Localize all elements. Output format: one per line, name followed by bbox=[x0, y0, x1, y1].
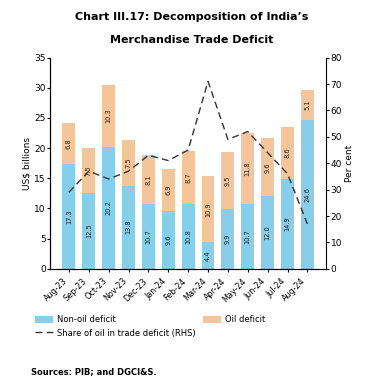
Share of oil in trade deficit (RHS) bbox=[106, 177, 111, 181]
Legend: Non-oil deficit, Share of oil in trade deficit (RHS), Oil deficit: Non-oil deficit, Share of oil in trade d… bbox=[35, 315, 265, 338]
Text: 17.3: 17.3 bbox=[66, 209, 72, 224]
Bar bbox=[162, 211, 175, 269]
Bar bbox=[301, 89, 314, 120]
Text: Chart III.17: Decomposition of India’s: Chart III.17: Decomposition of India’s bbox=[75, 12, 309, 22]
Text: Sources: PIB; and DGCI&S.: Sources: PIB; and DGCI&S. bbox=[31, 367, 156, 376]
Text: 9.6: 9.6 bbox=[165, 235, 171, 245]
Text: 7.5: 7.5 bbox=[86, 166, 92, 176]
Y-axis label: Per cent: Per cent bbox=[345, 144, 354, 182]
Text: 20.2: 20.2 bbox=[106, 200, 112, 215]
Text: 8.7: 8.7 bbox=[185, 172, 191, 183]
Share of oil in trade deficit (RHS) bbox=[166, 158, 170, 163]
Bar bbox=[241, 204, 254, 269]
Bar bbox=[82, 194, 95, 269]
Bar bbox=[63, 164, 75, 269]
Text: 9.6: 9.6 bbox=[265, 162, 271, 173]
Bar bbox=[281, 179, 294, 269]
Bar bbox=[82, 148, 95, 194]
Bar bbox=[281, 127, 294, 179]
Bar bbox=[261, 196, 274, 269]
Share of oil in trade deficit (RHS) bbox=[86, 169, 91, 174]
Share of oil in trade deficit (RHS) bbox=[265, 151, 270, 155]
Share of oil in trade deficit (RHS) bbox=[225, 137, 230, 142]
Text: 14.9: 14.9 bbox=[285, 217, 291, 231]
Share of oil in trade deficit (RHS) bbox=[245, 129, 250, 134]
Text: 12.5: 12.5 bbox=[86, 224, 92, 238]
Bar bbox=[202, 242, 215, 269]
Text: 6.9: 6.9 bbox=[165, 185, 171, 195]
Bar bbox=[102, 85, 115, 147]
Line: Share of oil in trade deficit (RHS): Share of oil in trade deficit (RHS) bbox=[69, 81, 307, 224]
Text: 13.8: 13.8 bbox=[126, 220, 132, 235]
Text: Merchandise Trade Deficit: Merchandise Trade Deficit bbox=[110, 35, 274, 45]
Bar bbox=[182, 204, 195, 269]
Bar bbox=[222, 209, 234, 269]
Text: 4.4: 4.4 bbox=[205, 250, 211, 261]
Bar bbox=[122, 185, 135, 269]
Bar bbox=[202, 177, 215, 242]
Bar bbox=[241, 133, 254, 204]
Text: 12.0: 12.0 bbox=[265, 225, 271, 240]
Text: 6.8: 6.8 bbox=[66, 139, 72, 149]
Share of oil in trade deficit (RHS) bbox=[305, 222, 310, 226]
Text: 24.6: 24.6 bbox=[305, 187, 310, 202]
Share of oil in trade deficit (RHS) bbox=[67, 190, 71, 195]
Text: 8.6: 8.6 bbox=[285, 147, 291, 158]
Share of oil in trade deficit (RHS) bbox=[146, 153, 151, 157]
Text: 11.8: 11.8 bbox=[245, 161, 251, 176]
Text: 7.5: 7.5 bbox=[126, 157, 132, 168]
Y-axis label: US$ billions: US$ billions bbox=[23, 137, 31, 190]
Text: 8.1: 8.1 bbox=[146, 175, 151, 185]
Bar bbox=[182, 151, 195, 204]
Text: 10.9: 10.9 bbox=[205, 202, 211, 217]
Text: 10.3: 10.3 bbox=[106, 109, 112, 123]
Share of oil in trade deficit (RHS) bbox=[126, 169, 131, 174]
Share of oil in trade deficit (RHS) bbox=[186, 148, 190, 152]
Share of oil in trade deficit (RHS) bbox=[285, 172, 290, 176]
Share of oil in trade deficit (RHS) bbox=[206, 79, 210, 84]
Bar bbox=[222, 152, 234, 209]
Bar bbox=[102, 147, 115, 269]
Bar bbox=[142, 156, 155, 204]
Bar bbox=[261, 139, 274, 196]
Bar bbox=[122, 140, 135, 185]
Text: 9.5: 9.5 bbox=[225, 175, 231, 185]
Text: 10.7: 10.7 bbox=[146, 229, 151, 244]
Bar bbox=[142, 204, 155, 269]
Bar bbox=[162, 169, 175, 211]
Text: 5.1: 5.1 bbox=[305, 100, 310, 110]
Text: 9.9: 9.9 bbox=[225, 234, 231, 244]
Bar bbox=[63, 123, 75, 164]
Text: 10.8: 10.8 bbox=[185, 229, 191, 243]
Text: 10.7: 10.7 bbox=[245, 229, 251, 244]
Bar bbox=[301, 120, 314, 269]
